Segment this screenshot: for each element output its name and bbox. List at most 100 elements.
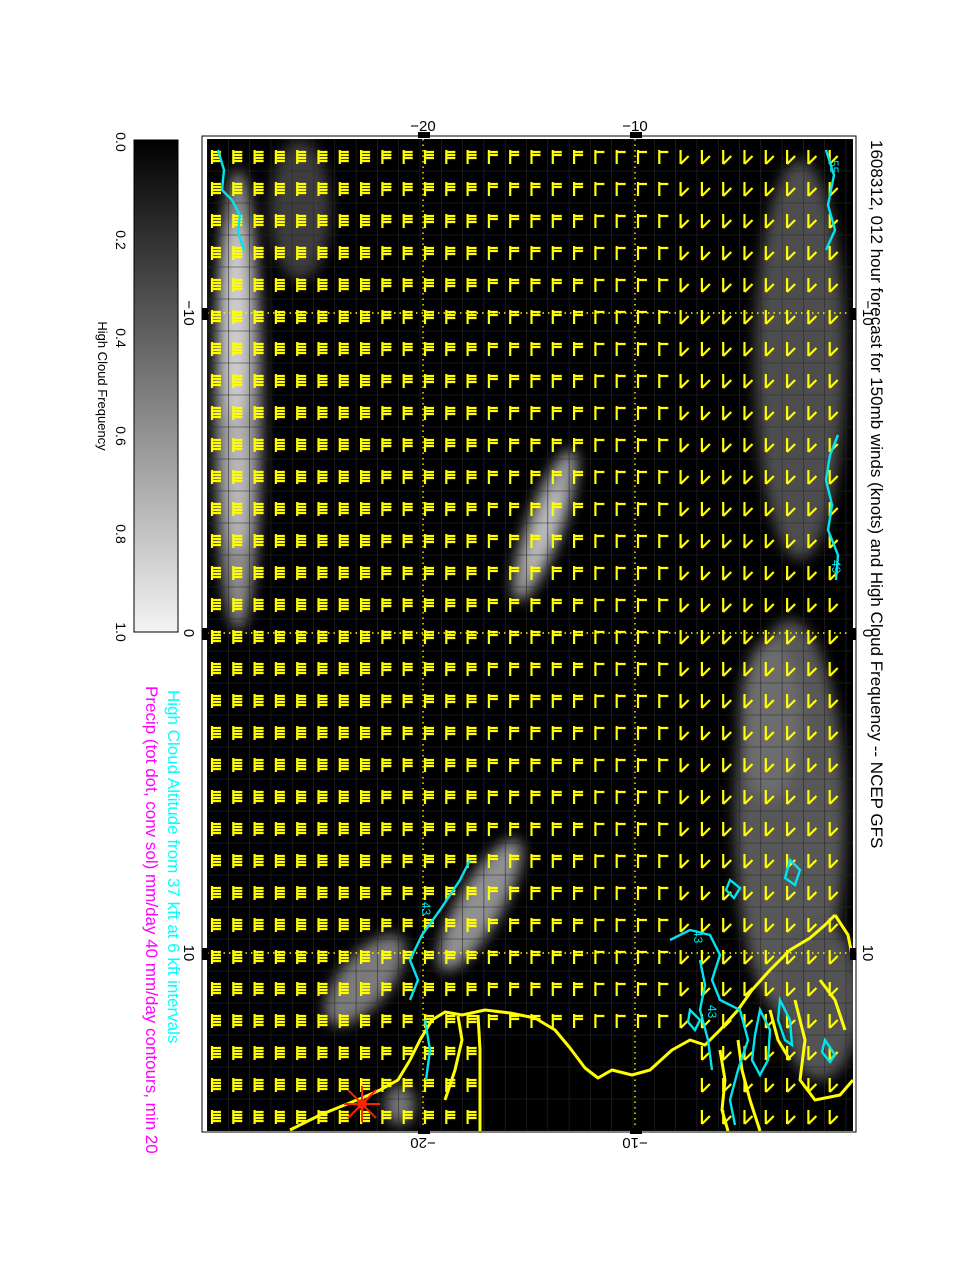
wind-barb [764,790,775,805]
wind-barb [530,310,541,324]
wind-barb [700,1110,711,1125]
wind-barb [700,662,711,677]
wind-barb [402,470,413,484]
wind-barb [487,310,498,324]
wind-barb [679,758,690,773]
wind-barb [402,982,413,996]
wind-barb [210,758,221,772]
wind-barb [722,790,732,805]
wind-barb [317,1014,328,1028]
wind-barb [360,854,371,868]
subtitle-precip: Precip (tot dot, conv sol) mm/day 40 mm/… [142,686,161,1154]
wind-barb [274,790,285,804]
wind-barb [551,598,562,612]
wind-barb [679,662,690,677]
wind-barb [232,502,243,516]
wind-barb [381,310,392,324]
wind-barb [381,278,392,292]
wind-barb [573,982,584,996]
wind-barb [828,694,839,709]
wind-barb [594,502,605,516]
wind-barb [722,214,732,229]
wind-barb [530,950,541,964]
wind-barb [338,1110,349,1124]
wind-barb [786,470,796,485]
wind-barb [679,246,690,261]
wind-barb [338,246,349,260]
wind-barb [700,246,711,261]
wind-barb [466,278,477,292]
wind-barb [764,662,775,677]
wind-barb [423,950,434,964]
wind-barb [360,726,371,740]
wind-barb [317,1046,328,1060]
wind-barb [786,374,796,389]
wind-barb [594,150,605,164]
wind-barb [232,1014,243,1028]
wind-barb [573,246,584,260]
top-tick-label: −10 [622,118,647,135]
wind-barb [679,150,690,165]
wind-barb [509,214,520,228]
wind-barb [615,822,626,836]
wind-barb [402,150,413,164]
wind-barb [530,630,541,644]
wind-barb [786,278,796,293]
wind-barb [232,758,243,772]
wind-barb [381,1110,392,1124]
colorbar-gradient [133,139,179,633]
wind-barb [615,150,626,164]
wind-barb [360,950,371,964]
wind-barb [296,310,307,324]
wind-barb [317,374,328,388]
wind-barb [573,438,584,452]
wind-barb [594,374,605,388]
wind-barb [722,822,732,837]
wind-barb [445,694,456,708]
wind-barb [487,534,498,548]
wind-barb [381,534,392,548]
wind-barb [594,694,605,708]
wind-barb [764,1110,775,1125]
wind-barb [722,150,732,165]
wind-barb [722,278,732,293]
wind-barb [317,246,328,260]
wind-barb [700,822,711,837]
wind-barb [530,502,541,516]
wind-barb [423,918,434,932]
wind-barb [296,150,307,164]
wind-barb [317,790,328,804]
wind-barb [679,598,690,613]
wind-barb [764,182,775,197]
wind-barb [743,438,754,453]
wind-barb [253,726,264,740]
wind-barb [530,182,541,196]
wind-barb [828,854,839,869]
wind-barb [274,406,285,420]
wind-barb [615,310,626,324]
wind-barb [700,1078,711,1093]
wind-barb [360,598,371,612]
wind-barb [700,214,711,229]
wind-barb [296,1046,307,1060]
wind-barb [509,534,520,548]
wind-barb [360,342,371,356]
wind-barb [466,822,477,836]
left-tick-label: −10 [180,300,197,325]
wind-barb [786,886,796,901]
wind-barb [360,374,371,388]
wind-barb [679,502,690,517]
wind-barb [764,246,775,261]
wind-barb [232,438,243,452]
wind-barb [551,438,562,452]
wind-barb [210,1078,221,1092]
wind-barb [232,822,243,836]
wind-barb [466,1078,477,1092]
wind-barb [360,1046,371,1060]
wind-barb [530,214,541,228]
contour-label: 43 [691,930,705,944]
wind-barb [296,790,307,804]
wind-barb [658,598,669,612]
wind-barb [509,502,520,516]
wind-barb [786,758,796,773]
